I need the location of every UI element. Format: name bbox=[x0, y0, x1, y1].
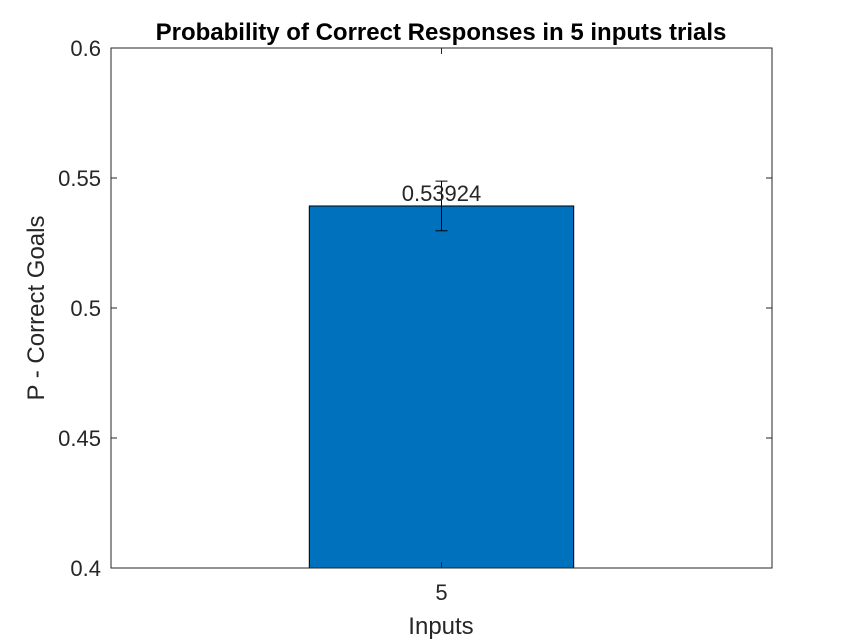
y-tick-label: 0.55 bbox=[58, 166, 101, 191]
y-tick-label: 0.5 bbox=[70, 296, 101, 321]
error-bars-group bbox=[435, 180, 448, 232]
y-tick-label: 0.45 bbox=[58, 426, 101, 451]
chart-title: Probability of Correct Responses in 5 in… bbox=[156, 19, 727, 46]
x-axis-ticks: 5 bbox=[435, 48, 448, 605]
x-tick-label: 5 bbox=[435, 580, 447, 605]
data-labels-group: 0.53924 bbox=[402, 181, 482, 206]
data-label: 0.53924 bbox=[402, 181, 482, 206]
y-axis-ticks: 0.4 0.45 0.5 0.55 0.6 bbox=[58, 36, 772, 581]
y-tick-label: 0.4 bbox=[70, 556, 101, 581]
y-axis-label: P - Correct Goals bbox=[23, 216, 50, 401]
x-axis-label: Inputs bbox=[408, 613, 473, 640]
bars-group bbox=[308, 205, 575, 569]
y-tick-label: 0.6 bbox=[70, 36, 101, 61]
bar bbox=[308, 205, 575, 569]
